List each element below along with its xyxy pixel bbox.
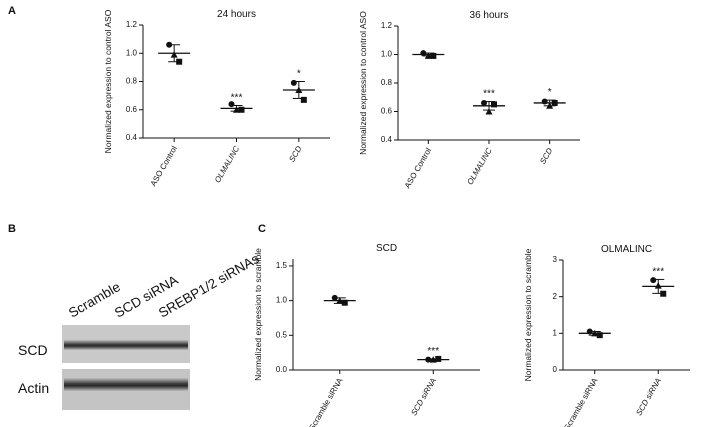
y-tick-label: 0.8 <box>381 78 393 87</box>
data-point <box>650 277 657 284</box>
y-tick-label: 1.0 <box>381 50 393 59</box>
data-point <box>485 108 493 115</box>
lane-label: Scramble <box>66 279 123 321</box>
data-point <box>491 101 497 108</box>
y-axis-label: Normalized expression to scramble <box>523 248 533 381</box>
panel-letter: B <box>8 223 16 235</box>
data-point <box>238 106 245 113</box>
data-point <box>541 98 548 105</box>
chart-title: 24 hours <box>217 9 256 20</box>
western-blot: SCD Actin Scramble SCD siRNA SREBP1/2 si… <box>18 251 262 410</box>
x-tick-label: SCD <box>287 144 303 163</box>
y-tick-label: 1.5 <box>276 261 288 270</box>
y-tick-label: 0.6 <box>381 107 393 116</box>
x-tick-label: OLMALINC <box>213 144 241 184</box>
y-tick-label: 0.6 <box>126 105 138 114</box>
y-tick-label: 0.5 <box>276 330 288 339</box>
significance-label: * <box>297 69 301 80</box>
x-tick-label: SCD <box>538 146 554 165</box>
y-axis-label: Normalized expression to control ASO <box>358 11 368 155</box>
y-tick-label: 1.0 <box>126 48 138 57</box>
x-tick-label: SCD siRNA <box>409 377 438 418</box>
y-axis-label: Normalized expression to scramble <box>253 248 263 381</box>
data-point <box>290 79 297 86</box>
y-tick-label: 0.4 <box>126 133 138 142</box>
x-tick-label: ASO Control <box>403 146 433 190</box>
x-tick-label: SCD siRNA <box>634 377 663 418</box>
y-tick-label: 1.2 <box>381 21 393 30</box>
blot-band <box>64 340 188 350</box>
blot-band <box>64 378 188 391</box>
data-point <box>481 99 487 106</box>
significance-label: *** <box>652 266 664 277</box>
significance-label: * <box>548 87 552 98</box>
data-point <box>341 299 348 306</box>
y-tick-label: 0.0 <box>276 365 288 374</box>
dot-plot: 24 hours Normalized expression to control… <box>103 9 330 188</box>
y-tick-label: 0.4 <box>381 135 393 144</box>
y-tick-label: 0.8 <box>126 77 138 86</box>
blot-row-label: SCD <box>18 342 48 358</box>
y-axis-label: Normalized expression to control ASO <box>103 9 113 153</box>
panel-letter: A <box>8 5 16 17</box>
x-tick-label: Scramble siRNA <box>307 376 344 427</box>
y-tick-label: 3 <box>553 255 558 264</box>
x-tick-label: Scramble siRNA <box>562 376 599 427</box>
y-tick-label: 0 <box>553 365 558 374</box>
dot-plot: 36 hours Normalized expression to control… <box>358 10 580 190</box>
panel-letter: C <box>258 223 266 235</box>
chart-title: OLMALINC <box>601 244 652 255</box>
dot-plot: SCD Normalized expression to scramble 0.0 0… <box>253 243 480 427</box>
data-point <box>300 96 307 103</box>
chart-title: 36 hours <box>470 10 509 21</box>
x-tick-label: OLMALINC <box>465 146 493 186</box>
dot-plot: OLMALINC Normalized expression to scrambl… <box>523 244 690 427</box>
y-tick-label: 1.2 <box>126 20 138 29</box>
y-tick-label: 2 <box>553 292 558 301</box>
significance-label: *** <box>427 346 439 357</box>
significance-label: *** <box>483 89 495 100</box>
significance-label: *** <box>231 93 243 104</box>
y-tick-label: 1.0 <box>276 296 288 305</box>
y-tick-label: 1 <box>553 328 558 337</box>
blot-row-label: Actin <box>18 380 49 396</box>
chart-title: SCD <box>376 243 397 254</box>
x-tick-label: ASO Control <box>149 144 179 188</box>
